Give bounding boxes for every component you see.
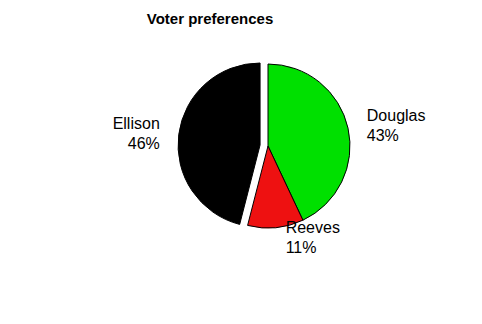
svg-text:Douglas: Douglas bbox=[367, 107, 426, 124]
svg-text:Reeves: Reeves bbox=[286, 219, 340, 236]
svg-text:11%: 11% bbox=[286, 239, 317, 256]
svg-text:Voter preferences: Voter preferences bbox=[147, 10, 273, 27]
svg-text:46%: 46% bbox=[128, 135, 160, 152]
svg-text:43%: 43% bbox=[367, 127, 399, 144]
svg-text:Ellison: Ellison bbox=[113, 115, 160, 132]
